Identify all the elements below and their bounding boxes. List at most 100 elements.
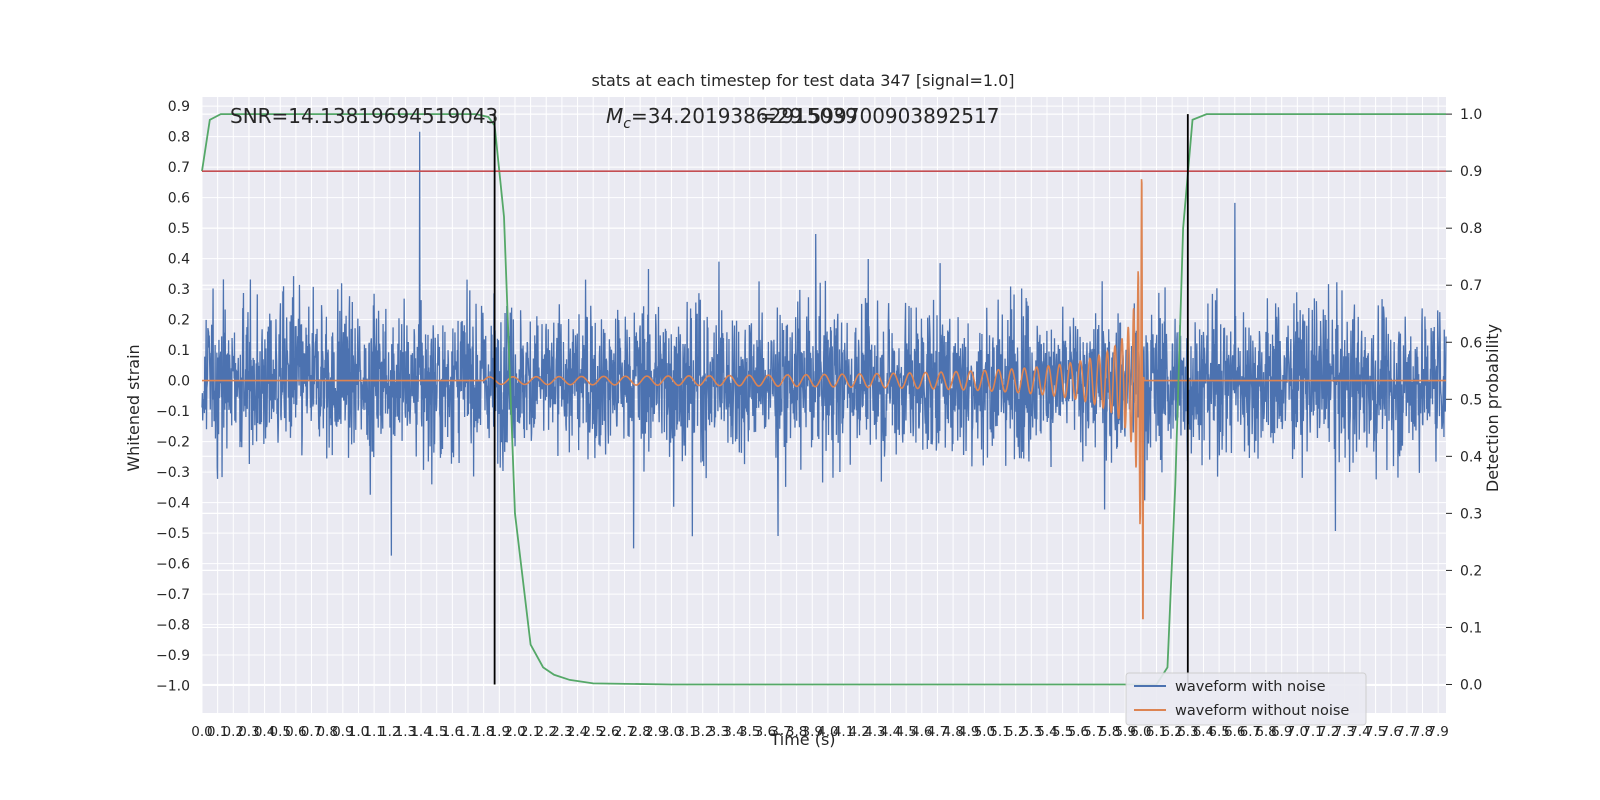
x-tick-label: 5.8	[1099, 724, 1120, 740]
x-tick-label: 5.6	[1068, 724, 1089, 740]
x-tick-label: 5.0	[974, 724, 995, 740]
x-tick-label: 6.4	[1193, 724, 1214, 740]
mc-annotation: Mc=34.20193862915039	[606, 104, 858, 132]
y-tick-label: 0.4	[168, 252, 190, 268]
x-tick-label: 5.2	[1005, 724, 1026, 740]
x-tick-label: 4.2	[848, 724, 869, 740]
x-tick-label: 2.0	[504, 724, 525, 740]
y-tick-label: −0.6	[156, 557, 190, 573]
x-tick-label: 4.1	[833, 724, 854, 740]
y-right-axis-label: Detection probability	[1483, 324, 1502, 492]
legend-label-noise: waveform with noise	[1175, 679, 1326, 695]
y-axis-label: Whitened strain	[124, 344, 143, 471]
y-right-tick-label: 0.0	[1460, 677, 1482, 693]
legend: waveform with noise waveform without noi…	[1125, 672, 1367, 726]
x-tick-label: 7.3	[1334, 724, 1355, 740]
x-tick-label: 5.9	[1114, 724, 1135, 740]
x-tick-label: 1.4	[410, 724, 431, 740]
y-right-tick-label: 0.1	[1460, 620, 1482, 636]
legend-label-chirp: waveform without noise	[1175, 703, 1349, 719]
x-tick-label: 0.2	[223, 724, 244, 740]
y-tick-labels: 0.9 0.8 0.7 0.6 0.5 0.4 0.3 0.2 0.1 0.0 −0.1 −0.2 −0…	[156, 99, 190, 694]
x-tick-label: 0.4	[254, 724, 275, 740]
x-tick-label: 1.1	[363, 724, 384, 740]
y-tick-label: −0.7	[156, 587, 190, 603]
x-tick-label: 2.7	[614, 724, 635, 740]
x-tick-label: 3.4	[723, 724, 744, 740]
probability-trace	[201, 113, 1446, 686]
y-tick-label: −0.1	[156, 404, 190, 420]
x-tick-label: 5.4	[1036, 724, 1057, 740]
y-right-tick-label: 0.5	[1460, 392, 1482, 408]
x-tick-label: 2.5	[582, 724, 603, 740]
x-tick-label: 5.3	[1021, 724, 1042, 740]
x-tick-label: 7.2	[1318, 724, 1339, 740]
snr-annotation: SNR=14.13819694519043	[230, 104, 498, 128]
x-tick-label: 4.0	[817, 724, 838, 740]
series-detection-probability	[201, 113, 1446, 686]
x-tick-label: 5.7	[1083, 724, 1104, 740]
x-tick-labels: 0.00.10.20.30.40.50.60.70.80.91.01.11.21…	[191, 724, 1449, 740]
x-tick-label: 4.4	[880, 724, 901, 740]
y-right-tick-labels: 1.0 0.9 0.8 0.7 0.6 0.5 0.4 0.3 0.2 0.1 0.0	[1446, 107, 1482, 693]
x-tick-label: 1.5	[426, 724, 447, 740]
x-tick-label: 3.8	[786, 724, 807, 740]
chirp-trace	[202, 179, 1446, 620]
y-tick-label: 0.6	[168, 191, 190, 207]
x-tick-label: 2.3	[551, 724, 572, 740]
x-tick-label: 3.2	[692, 724, 713, 740]
x-tick-label: 0.7	[301, 724, 322, 740]
y-right-tick-label: 0.9	[1460, 164, 1482, 180]
x-tick-label: 0.9	[332, 724, 353, 740]
x-tick-label: 7.4	[1349, 724, 1370, 740]
y-tick-label: −0.3	[156, 465, 190, 481]
y-tick-label: 0.0	[168, 374, 190, 390]
x-tick-label: 0.1	[207, 724, 228, 740]
y-tick-label: 0.8	[168, 130, 190, 146]
x-tick-label: 4.6	[911, 724, 932, 740]
x-tick-label: 7.0	[1287, 724, 1308, 740]
x-tick-label: 6.3	[1177, 724, 1198, 740]
x-tick-label: 0.3	[238, 724, 259, 740]
y-right-tick-label: 1.0	[1460, 107, 1482, 123]
y-tick-label: 0.1	[168, 343, 190, 359]
x-tick-label: 3.7	[770, 724, 791, 740]
x-tick-label: 3.1	[676, 724, 697, 740]
series-waveform-without-noise	[202, 179, 1446, 620]
y-right-tick-label: 0.7	[1460, 278, 1482, 294]
x-tick-label: 4.7	[927, 724, 948, 740]
y-tick-label: 0.7	[168, 160, 190, 176]
y-tick-label: −0.2	[156, 435, 190, 451]
x-tick-label: 0.6	[285, 724, 306, 740]
x-tick-label: 3.5	[739, 724, 760, 740]
y-tick-label: −0.8	[156, 618, 190, 634]
x-tick-label: 2.2	[536, 724, 557, 740]
x-tick-label: 3.9	[802, 724, 823, 740]
y-tick-label: −0.4	[156, 496, 190, 512]
x-tick-label: 2.4	[567, 724, 588, 740]
x-tick-label: 1.0	[348, 724, 369, 740]
x-tick-label: 2.1	[520, 724, 541, 740]
x-tick-label: 6.1	[1146, 724, 1167, 740]
mc-symbol: M	[606, 104, 623, 128]
x-tick-label: 6.8	[1255, 724, 1276, 740]
y-tick-label: 0.2	[168, 313, 190, 329]
y-tick-label: 0.3	[168, 282, 190, 298]
x-tick-label: 5.1	[989, 724, 1010, 740]
legend-box	[1125, 672, 1367, 726]
x-tick-label: 6.6	[1224, 724, 1245, 740]
overlay-lines	[202, 114, 1446, 685]
x-tick-label: 6.7	[1240, 724, 1261, 740]
x-tick-label: 1.9	[489, 724, 510, 740]
x-tick-label: 7.8	[1412, 724, 1433, 740]
x-tick-label: 6.2	[1161, 724, 1182, 740]
x-tick-label: 1.7	[457, 724, 478, 740]
x-tick-label: 7.7	[1396, 724, 1417, 740]
x-tick-label: 6.9	[1271, 724, 1292, 740]
x-tick-label: 0.5	[269, 724, 290, 740]
y-tick-label: 0.9	[168, 99, 190, 115]
x-tick-label: 1.3	[395, 724, 416, 740]
y-tick-label: 0.5	[168, 221, 190, 237]
x-tick-label: 6.5	[1208, 724, 1229, 740]
